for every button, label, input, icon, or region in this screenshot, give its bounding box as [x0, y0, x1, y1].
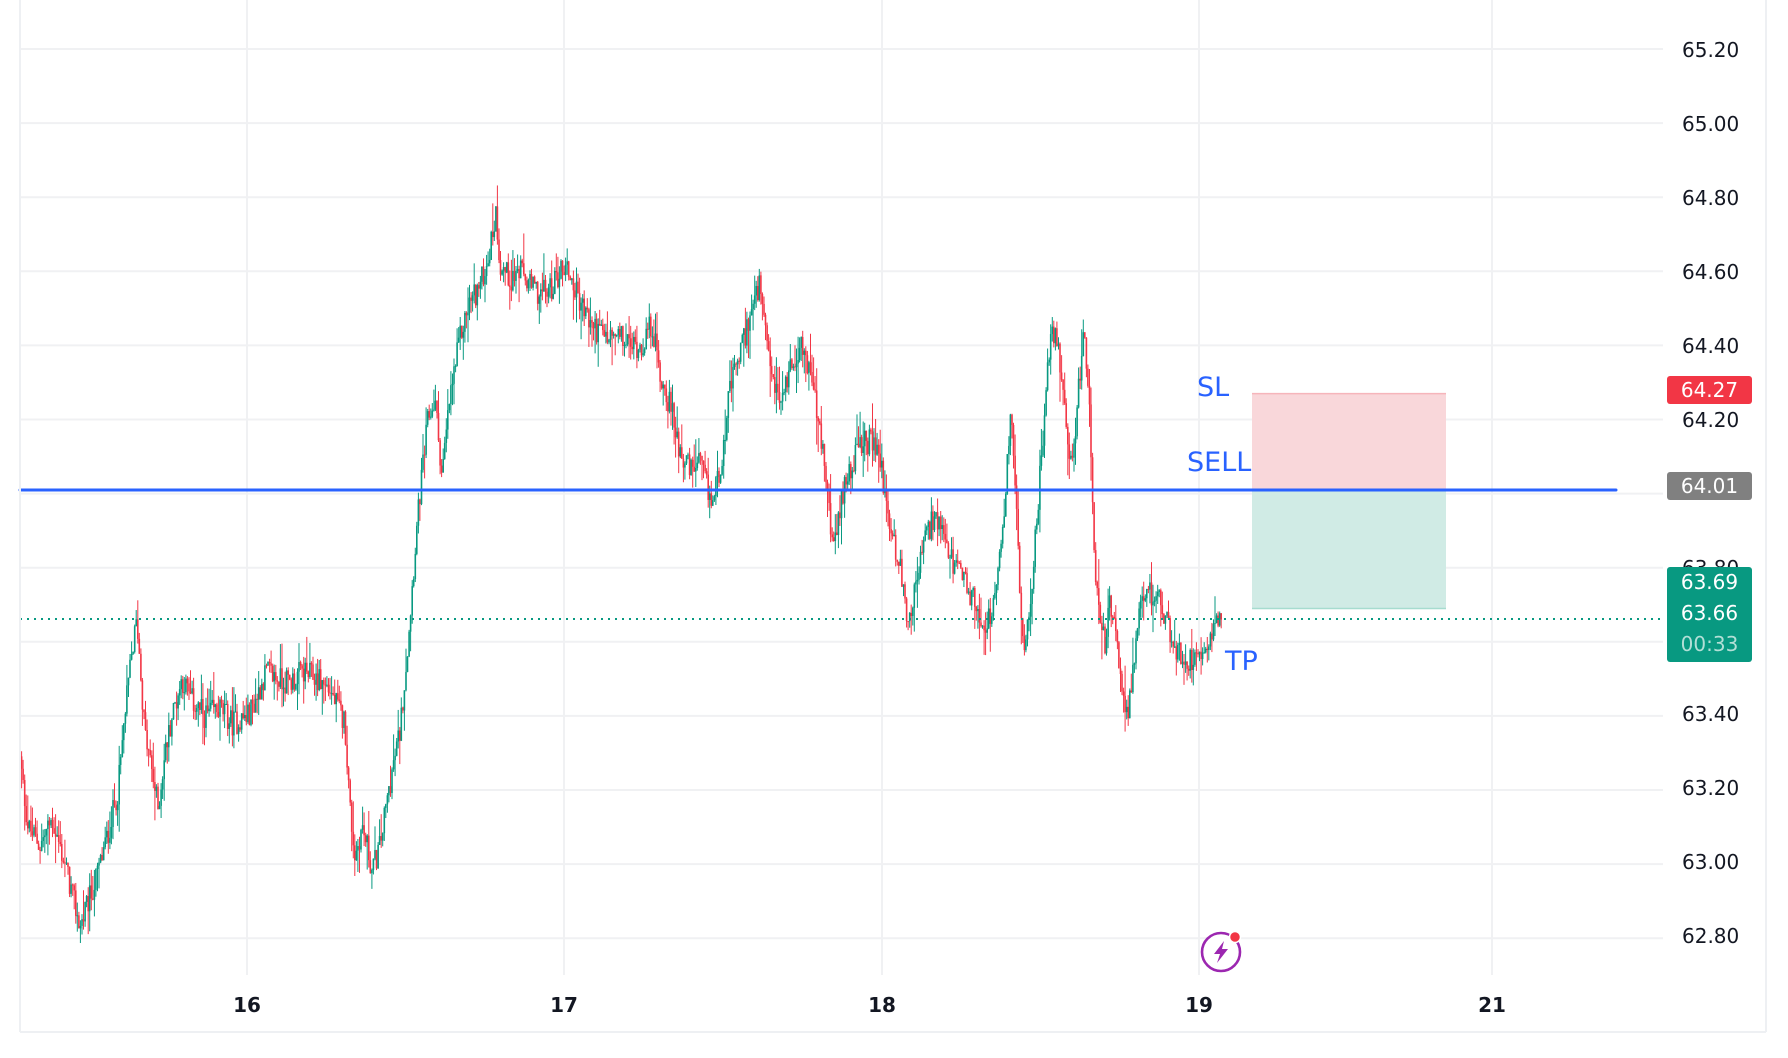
price-axis-label: 63.20: [1682, 776, 1740, 800]
time-axis-label: 21: [1478, 993, 1506, 1017]
price-axis-label: 64.80: [1682, 186, 1740, 210]
lightning-bolt-icon[interactable]: [1199, 930, 1243, 974]
price-axis-label: 64.40: [1682, 334, 1740, 358]
last-price-tag: 63.69 63.66 00:33: [1667, 567, 1752, 662]
time-axis-label: 18: [868, 993, 896, 1017]
price-axis-label: 65.00: [1682, 112, 1740, 136]
price-axis-label: 63.00: [1682, 850, 1740, 874]
tp-annotation[interactable]: TP: [1225, 646, 1258, 677]
last-price: 63.66: [1680, 601, 1739, 625]
bar-countdown: 00:33: [1680, 632, 1739, 656]
sell-annotation[interactable]: SELL: [1187, 447, 1252, 478]
candlestick-series: [19, 185, 1222, 943]
sl-annotation[interactable]: SL: [1197, 372, 1230, 403]
time-axis-label: 17: [550, 993, 578, 1017]
chart-grid: [20, 0, 1663, 975]
stop-loss-price-tag[interactable]: 64.27: [1667, 376, 1752, 404]
time-axis-label: 19: [1185, 993, 1213, 1017]
price-axis-label: 63.40: [1682, 702, 1740, 726]
entry-price-tag[interactable]: 64.01: [1667, 472, 1752, 500]
take-profit-price[interactable]: 63.69: [1680, 570, 1739, 594]
price-axis-label: 62.80: [1682, 924, 1740, 948]
time-axis-label: 16: [233, 993, 261, 1017]
position-zones[interactable]: [1252, 392, 1446, 610]
price-axis-label: 65.20: [1682, 38, 1740, 62]
price-axis-label: 64.20: [1682, 408, 1740, 432]
notification-dot-icon: [1228, 930, 1242, 944]
chart-frame: [19, 0, 1767, 1033]
price-axis-label: 64.60: [1682, 260, 1740, 284]
